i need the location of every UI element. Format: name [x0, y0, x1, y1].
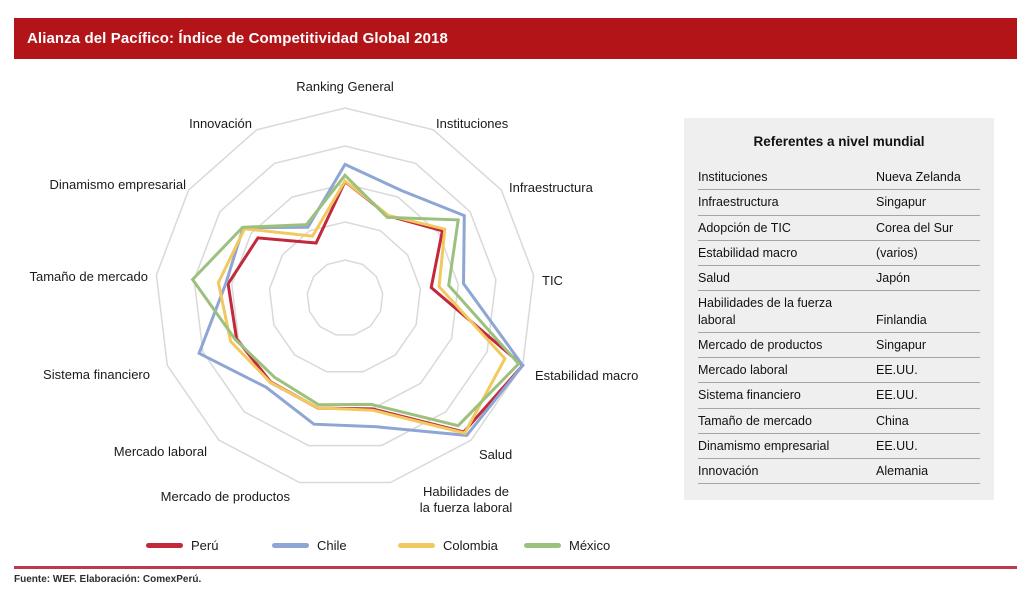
table-row-value: Singapur	[876, 195, 927, 210]
table-row-value: EE.UU.	[876, 363, 918, 377]
table-row: Dinamismo empresarial EE.UU.	[698, 434, 980, 459]
table-row-value: China	[876, 413, 909, 428]
axis-label: Salud	[479, 447, 512, 462]
table-row-value: Finlandia	[876, 312, 927, 327]
legend-label: México	[569, 538, 611, 553]
legend-swatch-icon	[398, 543, 435, 548]
table-row-label: Mercado de productos	[698, 337, 823, 352]
table-row-label: Tamaño de mercado	[698, 413, 812, 428]
axis-label: Mercado laboral	[114, 444, 207, 459]
series-chile	[197, 162, 525, 437]
table-row-label: Sistema financiero	[698, 388, 801, 403]
table-row-value: Nueva Zelanda	[876, 170, 961, 184]
footer-divider	[14, 566, 1017, 569]
table-row: Instituciones Nueva Zelanda	[698, 165, 980, 191]
axis-label: Innovación	[189, 116, 252, 131]
table-row-label: Adopción de TIC	[698, 220, 791, 235]
table-row-label: Mercado laboral	[698, 363, 788, 377]
grid-ring	[268, 221, 422, 373]
table-row: Salud Japón	[698, 266, 980, 292]
axis-label: TIC	[542, 273, 563, 288]
legend-item: Perú	[146, 538, 272, 553]
table-row: Tamaño de mercado China	[698, 409, 980, 434]
chart-legend: Perú Chile Colombia México	[146, 538, 650, 553]
axis-label: Tamaño de mercado	[29, 269, 148, 284]
table-row: Mercado de productos Singapur	[698, 333, 980, 358]
legend-label: Perú	[191, 538, 219, 553]
axis-label: Mercado de productos	[161, 489, 291, 504]
legend-swatch-icon	[524, 543, 561, 548]
table-title: Referentes a nivel mundial	[753, 134, 925, 149]
table-rows: Instituciones Nueva Zelanda Infraestructur…	[698, 165, 980, 485]
axis-label: Estabilidad macro	[535, 368, 638, 383]
grid-ring	[306, 259, 384, 336]
table-row-value: Japón	[876, 271, 911, 285]
table-row-label: Dinamismo empresarial	[698, 438, 830, 453]
table-row: Innovación Alemania	[698, 459, 980, 485]
axis-label: Sistema financiero	[43, 367, 150, 382]
legend-swatch-icon	[272, 543, 309, 548]
series-méxico	[190, 173, 521, 428]
axis-label: Instituciones	[436, 116, 509, 131]
table-row-label: Infraestructura	[698, 195, 779, 210]
legend-item: Colombia	[398, 538, 524, 553]
grid-ring	[155, 107, 535, 484]
source-note: Fuente: WEF. Elaboración: ComexPerú.	[14, 574, 202, 585]
table-row: Adopción de TIC Corea del Sur	[698, 216, 980, 241]
table-row: Infraestructura Singapur	[698, 190, 980, 216]
table-row-value: Singapur	[876, 337, 927, 352]
series-colombia	[216, 178, 507, 435]
table-row-label: Estabilidad macro	[698, 245, 798, 260]
legend-label: Colombia	[443, 538, 498, 553]
legend-swatch-icon	[146, 543, 183, 548]
table-row-label: Salud	[698, 271, 730, 285]
table-row-value: EE.UU.	[876, 388, 918, 403]
table-row-value: (varios)	[876, 245, 918, 260]
table-row: Habilidades de la fuerza laboral Finlandi…	[698, 291, 980, 333]
legend-item: Chile	[272, 538, 398, 553]
table-row: Estabilidad macro (varios)	[698, 241, 980, 266]
table-row-label: Instituciones	[698, 170, 768, 184]
table-row-value: Alemania	[876, 464, 929, 478]
table-row-label: Innovación	[698, 464, 759, 478]
table-row-value: Corea del Sur	[876, 220, 954, 235]
table-row: Mercado laboral EE.UU.	[698, 358, 980, 384]
axis-label: Habilidades de la fuerza laboral	[420, 484, 513, 515]
axis-label: Infraestructura	[509, 180, 594, 195]
axis-label: Dinamismo empresarial	[49, 177, 186, 192]
legend-label: Chile	[317, 538, 347, 553]
legend-item: México	[524, 538, 650, 553]
table-row-label: Habilidades de la fuerza laboral	[698, 296, 833, 327]
table-row: Sistema financiero EE.UU.	[698, 383, 980, 409]
grid-ring	[193, 145, 497, 447]
page-title: Alianza del Pacífico: Índice de Competit…	[14, 18, 1017, 59]
table-row-value: EE.UU.	[876, 438, 918, 453]
axis-label: Ranking General	[296, 79, 394, 94]
referents-table: Referentes a nivel mundial Instituciones…	[684, 118, 994, 501]
